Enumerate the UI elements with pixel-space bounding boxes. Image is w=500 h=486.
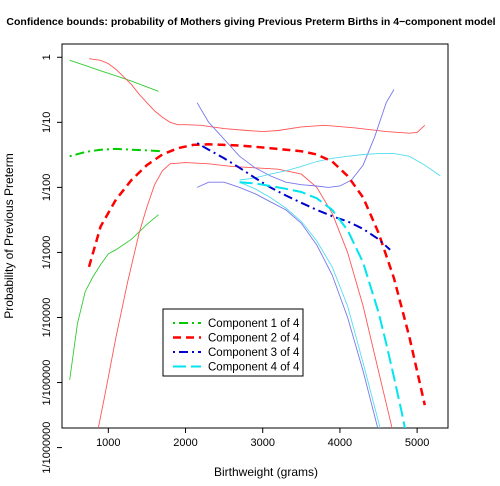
confidence-bound-line xyxy=(69,214,159,380)
y-tick-label: 1/10 xyxy=(41,112,53,133)
chart-title: Confidence bounds: probability of Mother… xyxy=(6,16,495,28)
y-tick-label: 1/1000000 xyxy=(41,422,53,474)
confidence-bound-line xyxy=(69,59,159,92)
x-tick-label: 3000 xyxy=(250,437,274,449)
confidence-bound-line xyxy=(239,181,381,428)
legend-label: Component 3 of 4 xyxy=(208,347,300,359)
legend: Component 1 of 4 Component 2 of 4 Componen… xyxy=(162,308,304,377)
y-tick-label: 1 xyxy=(41,54,53,60)
confidence-bound-line xyxy=(88,58,426,134)
x-axis-label: Birthweight (grams) xyxy=(214,465,318,479)
x-tick-label: 1000 xyxy=(96,437,120,449)
x-tick-label: 2000 xyxy=(173,437,197,449)
legend-label: Component 1 of 4 xyxy=(208,318,300,330)
x-axis: 1000 2000 3000 4000 5000 xyxy=(96,428,429,449)
legend-label: Component 4 of 4 xyxy=(208,362,300,374)
series-lines xyxy=(69,142,427,428)
series-line xyxy=(239,181,406,428)
series-line xyxy=(87,143,427,406)
confidence-bound-line xyxy=(196,181,379,428)
y-axis: 1 1/10 1/100 1/1000 1/10000 1/100000 1/1000000 xyxy=(41,54,62,474)
confidence-bound-line xyxy=(97,162,393,428)
legend-label: Component 2 of 4 xyxy=(208,333,300,345)
y-axis-label: Probability of Previous Preterm xyxy=(2,153,16,318)
x-tick-label: 4000 xyxy=(328,437,352,449)
legend-box xyxy=(162,308,304,377)
plot-area xyxy=(61,43,449,429)
confidence-bound-line xyxy=(239,153,441,181)
x-tick-label: 5000 xyxy=(405,437,429,449)
confidence-bound-line xyxy=(196,89,395,188)
plot-frame xyxy=(61,43,449,429)
series-line xyxy=(196,142,391,251)
y-tick-label: 1/100 xyxy=(41,174,53,202)
series-line xyxy=(69,147,163,158)
confidence-bounds xyxy=(69,58,441,428)
y-tick-label: 1/100000 xyxy=(41,360,53,406)
y-tick-label: 1/1000 xyxy=(41,236,53,270)
y-tick-label: 1/10000 xyxy=(41,298,53,338)
